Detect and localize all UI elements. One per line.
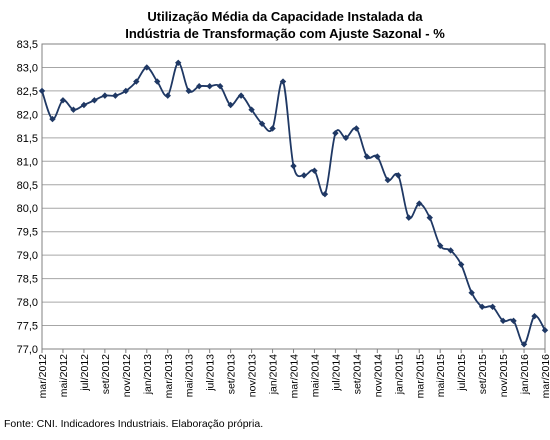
x-tick-label: jan/2016 bbox=[519, 354, 531, 395]
x-tick-label: nov/2013 bbox=[247, 354, 259, 397]
data-point-marker bbox=[520, 341, 528, 348]
x-tick-label: nov/2012 bbox=[121, 354, 133, 397]
plot-area-border bbox=[41, 43, 546, 350]
x-tick-label: jul/2013 bbox=[205, 354, 217, 392]
data-point-marker bbox=[101, 92, 109, 99]
data-point-marker bbox=[175, 59, 182, 66]
data-point-marker bbox=[133, 78, 140, 85]
data-point-marker bbox=[59, 97, 67, 104]
y-tick-label: 79,5 bbox=[17, 227, 38, 239]
data-point-marker bbox=[332, 129, 339, 137]
data-point-marker bbox=[290, 162, 297, 170]
x-axis-tick-labels: mar/2012 mai/2012 jul/2012 set/2012 nov/2012… bbox=[37, 349, 550, 398]
data-point-marker bbox=[164, 92, 171, 99]
y-tick-label: 83,0 bbox=[17, 62, 38, 74]
data-point-marker bbox=[258, 120, 266, 127]
x-tick-label: set/2014 bbox=[351, 354, 363, 394]
data-point-marker bbox=[405, 214, 412, 221]
data-point-marker bbox=[216, 83, 224, 90]
y-tick-label: 79,0 bbox=[17, 250, 38, 262]
x-tick-label: jan/2013 bbox=[142, 354, 154, 395]
y-tick-label: 78,5 bbox=[17, 274, 38, 286]
data-point-marker bbox=[426, 214, 433, 221]
data-point-marker bbox=[154, 78, 161, 85]
y-tick-label: 83,5 bbox=[17, 39, 38, 51]
x-tick-label: mai/2015 bbox=[435, 354, 447, 397]
y-tick-label: 82,5 bbox=[17, 86, 38, 98]
x-tick-label: mai/2012 bbox=[58, 354, 70, 397]
data-point-marker bbox=[248, 106, 255, 113]
data-point-marker bbox=[38, 87, 46, 95]
data-point-marker bbox=[195, 83, 203, 90]
data-point-marker bbox=[395, 172, 402, 179]
x-tick-label: mar/2015 bbox=[414, 354, 426, 399]
x-tick-label: nov/2014 bbox=[372, 354, 384, 397]
data-point-marker bbox=[300, 172, 308, 179]
data-point-marker bbox=[143, 64, 150, 71]
data-point-marker bbox=[206, 83, 213, 90]
data-point-marker bbox=[499, 317, 507, 325]
y-tick-label: 77,0 bbox=[17, 344, 38, 356]
y-tick-label: 81,0 bbox=[17, 156, 38, 168]
data-point-marker bbox=[489, 303, 496, 310]
data-point-marker bbox=[342, 134, 350, 142]
x-tick-label: mar/2016 bbox=[540, 354, 550, 399]
data-point-marker bbox=[185, 87, 192, 95]
chart-title-line-1: Utilização Média da Capacidade Instalada… bbox=[147, 9, 423, 24]
y-tick-label: 80,0 bbox=[17, 203, 38, 215]
data-point-marker bbox=[279, 78, 287, 85]
data-point-marker bbox=[49, 115, 56, 123]
x-tick-label: mar/2014 bbox=[289, 354, 301, 399]
data-point-marker bbox=[531, 312, 538, 320]
data-point-marker bbox=[374, 153, 381, 160]
source-note: Fonte: CNI. Indicadores Industriais. Ela… bbox=[4, 418, 264, 430]
x-tick-label: set/2013 bbox=[226, 354, 238, 394]
data-point-marker bbox=[237, 92, 245, 99]
y-tick-label: 82,0 bbox=[17, 109, 38, 121]
y-tick-label: 77,5 bbox=[17, 321, 38, 333]
data-point-marker bbox=[478, 303, 486, 310]
data-point-marker bbox=[321, 190, 329, 198]
data-point-marker bbox=[227, 101, 234, 109]
data-point-marker bbox=[353, 125, 360, 132]
data-point-marker bbox=[363, 153, 371, 160]
x-tick-label: jul/2014 bbox=[330, 354, 342, 392]
y-tick-label: 80,5 bbox=[17, 180, 38, 192]
x-tick-label: mar/2013 bbox=[163, 354, 175, 399]
x-tick-label: nov/2015 bbox=[498, 354, 510, 397]
data-point-marker bbox=[510, 317, 517, 325]
data-point-marker bbox=[269, 125, 276, 132]
x-tick-label: jul/2015 bbox=[456, 354, 468, 392]
x-tick-label: jan/2014 bbox=[268, 354, 280, 395]
grid-lines bbox=[42, 43, 545, 350]
data-points bbox=[38, 59, 549, 348]
data-point-marker bbox=[311, 167, 318, 174]
data-point-marker bbox=[91, 97, 98, 104]
data-point-marker bbox=[70, 106, 77, 113]
data-point-marker bbox=[447, 247, 454, 254]
x-tick-label: mar/2012 bbox=[37, 354, 49, 399]
x-tick-label: mai/2013 bbox=[184, 354, 196, 397]
data-point-marker bbox=[468, 289, 475, 296]
data-point-marker bbox=[416, 200, 423, 207]
chart-title-line-2: Indústria de Transformação com Ajuste Sa… bbox=[125, 26, 445, 41]
y-tick-label: 81,5 bbox=[17, 133, 38, 145]
data-point-marker bbox=[122, 87, 130, 95]
data-point-marker bbox=[541, 327, 549, 334]
x-tick-label: jan/2015 bbox=[393, 354, 405, 395]
x-tick-label: set/2015 bbox=[477, 354, 489, 394]
x-tick-label: jul/2012 bbox=[79, 354, 91, 392]
y-tick-label: 78,0 bbox=[17, 297, 38, 309]
data-point-marker bbox=[384, 176, 392, 184]
x-tick-label: mai/2014 bbox=[309, 354, 321, 397]
data-point-marker bbox=[112, 92, 119, 99]
data-point-marker bbox=[437, 242, 444, 249]
data-point-marker bbox=[457, 261, 465, 268]
y-axis-tick-labels: 77,0 77,5 78,0 78,5 79,0 79,5 80,0 80,5 81,0 81,5… bbox=[17, 39, 38, 356]
x-tick-label: set/2012 bbox=[100, 354, 112, 394]
data-point-marker bbox=[80, 101, 88, 109]
